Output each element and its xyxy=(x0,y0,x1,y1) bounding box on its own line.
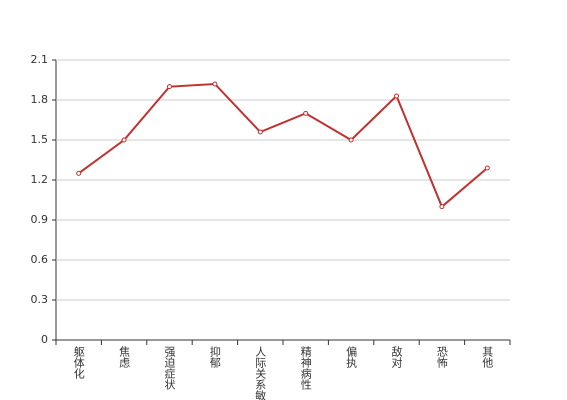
point xyxy=(212,81,218,87)
x-tick-label: 躯体化 xyxy=(72,346,85,380)
point xyxy=(394,93,399,99)
y-tick-label: 0.9 xyxy=(31,213,49,226)
x-tick-label: 敌对 xyxy=(390,345,403,368)
y-tick-label: 1.8 xyxy=(31,93,49,106)
x-tick-label: 人际关系敏感 xyxy=(254,346,267,400)
x-tick-label: 精神病性 xyxy=(299,346,312,391)
y-tick-label: 2.1 xyxy=(31,53,49,66)
x-tick-label: 焦虑 xyxy=(118,346,131,368)
x-tick-label: 强迫症状 xyxy=(163,346,176,390)
x-tick-label: 恐怖 xyxy=(435,346,448,368)
point xyxy=(257,129,263,135)
point xyxy=(167,84,172,90)
point xyxy=(484,165,490,171)
point xyxy=(303,110,309,116)
x-tick-label: 其他 xyxy=(481,346,494,368)
point xyxy=(348,137,354,143)
point xyxy=(439,204,445,210)
y-tick-label: 0 xyxy=(41,333,48,346)
y-tick-label: 0.6 xyxy=(31,253,49,266)
point xyxy=(76,170,82,176)
x-tick-label: 抑郁 xyxy=(208,345,221,368)
y-tick-label: 0.3 xyxy=(31,293,49,306)
y-tick-label: 1.5 xyxy=(31,133,49,146)
line xyxy=(78,82,488,209)
point xyxy=(121,137,127,143)
y-tick-label: 1.2 xyxy=(31,173,49,186)
x-tick-label: 偏执 xyxy=(345,345,358,369)
